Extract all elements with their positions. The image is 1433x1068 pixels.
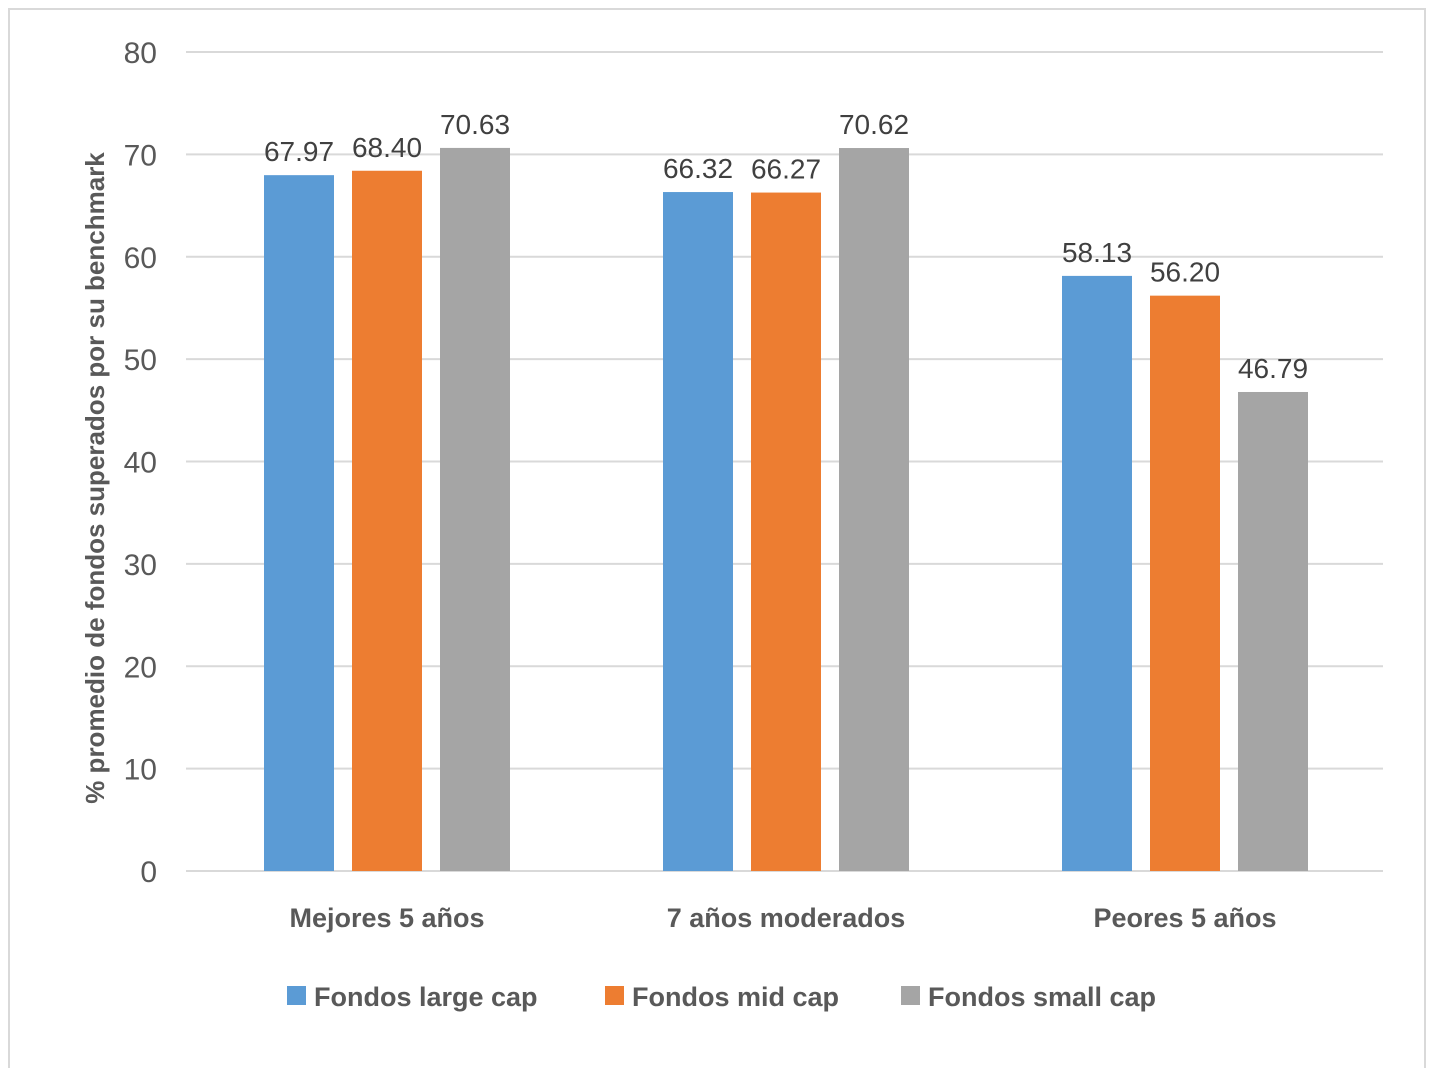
x-category-label: 7 años moderados <box>667 903 906 933</box>
x-category-label: Mejores 5 años <box>289 903 484 933</box>
y-tick-label: 40 <box>124 447 157 480</box>
bar <box>440 147 510 872</box>
y-tick-label: 30 <box>124 549 157 582</box>
legend-label: Fondos mid cap <box>632 982 839 1012</box>
data-label: 70.63 <box>440 109 510 140</box>
chart-frame <box>8 8 1426 1068</box>
bar <box>751 192 821 871</box>
x-axis-categories: Mejores 5 años 7 años moderados Peores 5 a… <box>289 903 1276 933</box>
bar <box>1238 391 1308 871</box>
bar <box>1062 275 1132 871</box>
y-axis-ticks: 0 10 20 30 40 50 60 70 80 <box>124 37 157 889</box>
legend-swatch <box>605 986 624 1005</box>
bar <box>663 192 733 871</box>
x-category-label: Peores 5 años <box>1093 903 1276 933</box>
y-tick-label: 0 <box>140 856 157 889</box>
legend-label: Fondos small cap <box>928 982 1156 1012</box>
legend-label: Fondos large cap <box>314 982 538 1012</box>
data-label: 66.27 <box>751 154 821 185</box>
y-tick-label: 60 <box>124 242 157 275</box>
bar <box>264 175 334 872</box>
data-label: 58.13 <box>1062 237 1132 268</box>
y-tick-label: 80 <box>124 37 157 70</box>
bar <box>839 148 909 871</box>
bars <box>264 147 1308 872</box>
data-label: 56.20 <box>1150 257 1220 288</box>
bar-chart: 0 10 20 30 40 50 60 70 80 67.97 66.32 58.13 68.40 66… <box>80 37 1383 1012</box>
y-tick-label: 20 <box>124 651 157 684</box>
y-tick-label: 50 <box>124 344 157 377</box>
bar <box>1150 295 1220 872</box>
data-label: 68.40 <box>352 132 422 163</box>
y-axis-label: % promedio de fondos superados por su be… <box>80 152 110 804</box>
data-label: 66.32 <box>663 153 733 184</box>
y-tick-label: 10 <box>124 754 157 787</box>
legend-swatch <box>901 986 920 1005</box>
data-label: 70.62 <box>839 109 909 140</box>
data-label: 46.79 <box>1238 353 1308 384</box>
legend-swatch <box>287 986 306 1005</box>
data-labels: 67.97 66.32 58.13 68.40 66.27 56.20 70.63 70.62… <box>264 109 1308 384</box>
bar <box>352 170 422 871</box>
y-tick-label: 70 <box>124 139 157 172</box>
legend: Fondos large cap Fondos mid cap Fondos sma… <box>287 982 1156 1012</box>
data-label: 67.97 <box>264 136 334 167</box>
